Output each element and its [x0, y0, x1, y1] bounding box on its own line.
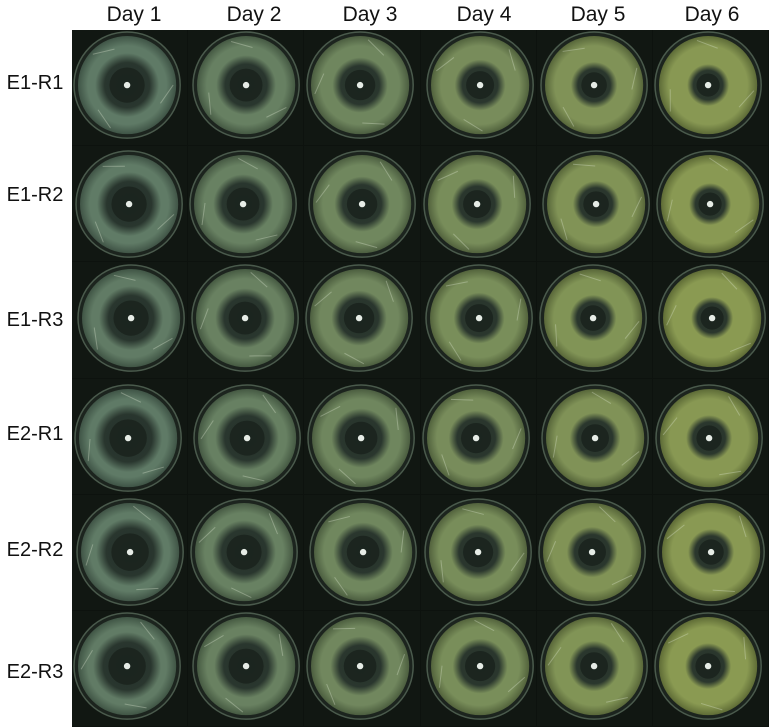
petri-plate: [72, 494, 188, 610]
petri-plate: [72, 30, 188, 146]
petri-plate: [304, 494, 420, 610]
petri-plate: [72, 262, 188, 378]
petri-plate: [188, 494, 304, 610]
petri-plate: [653, 378, 769, 494]
petri-plate: [536, 494, 652, 610]
petri-plate: [420, 378, 536, 494]
row-label-e1-r2: E1-R2: [6, 184, 64, 206]
petri-plate: [304, 262, 420, 378]
petri-plate: [420, 262, 536, 378]
row-label-e2-r1: E2-R1: [6, 423, 64, 445]
petri-plate: [304, 378, 420, 494]
petri-plate: [536, 262, 652, 378]
column-header-day-4: Day 4: [456, 3, 512, 26]
column-header-day-6: Day 6: [684, 3, 740, 26]
petri-plate: [536, 146, 652, 262]
petri-plate: [653, 30, 769, 146]
petri-plate: [536, 611, 652, 727]
column-header-day-1: Day 1: [106, 3, 162, 26]
petri-plate: [420, 146, 536, 262]
column-header-day-2: Day 2: [226, 3, 282, 26]
petri-plate: [420, 494, 536, 610]
petri-plate: [304, 146, 420, 262]
petri-plate: [420, 611, 536, 727]
petri-plate: [188, 611, 304, 727]
petri-plate: [188, 262, 304, 378]
row-label-e1-r3: E1-R3: [6, 309, 64, 331]
petri-plate: [420, 30, 536, 146]
row-label-e2-r2: E2-R2: [6, 539, 64, 561]
column-header-day-3: Day 3: [342, 3, 398, 26]
petri-plate: [653, 146, 769, 262]
petri-plate: [653, 262, 769, 378]
row-label-e2-r3: E2-R3: [6, 661, 64, 683]
petri-plate: [304, 611, 420, 727]
petri-plate: [188, 146, 304, 262]
petri-plate: [72, 378, 188, 494]
row-label-e1-r1: E1-R1: [6, 72, 64, 94]
plate-grid: [72, 30, 769, 727]
petri-plate: [653, 611, 769, 727]
petri-plate: [188, 378, 304, 494]
petri-plate: [536, 378, 652, 494]
column-header-day-5: Day 5: [570, 3, 626, 26]
petri-plate: [72, 146, 188, 262]
petri-plate: [72, 611, 188, 727]
petri-plate: [188, 30, 304, 146]
petri-plate: [304, 30, 420, 146]
petri-plate: [536, 30, 652, 146]
petri-plate: [653, 494, 769, 610]
